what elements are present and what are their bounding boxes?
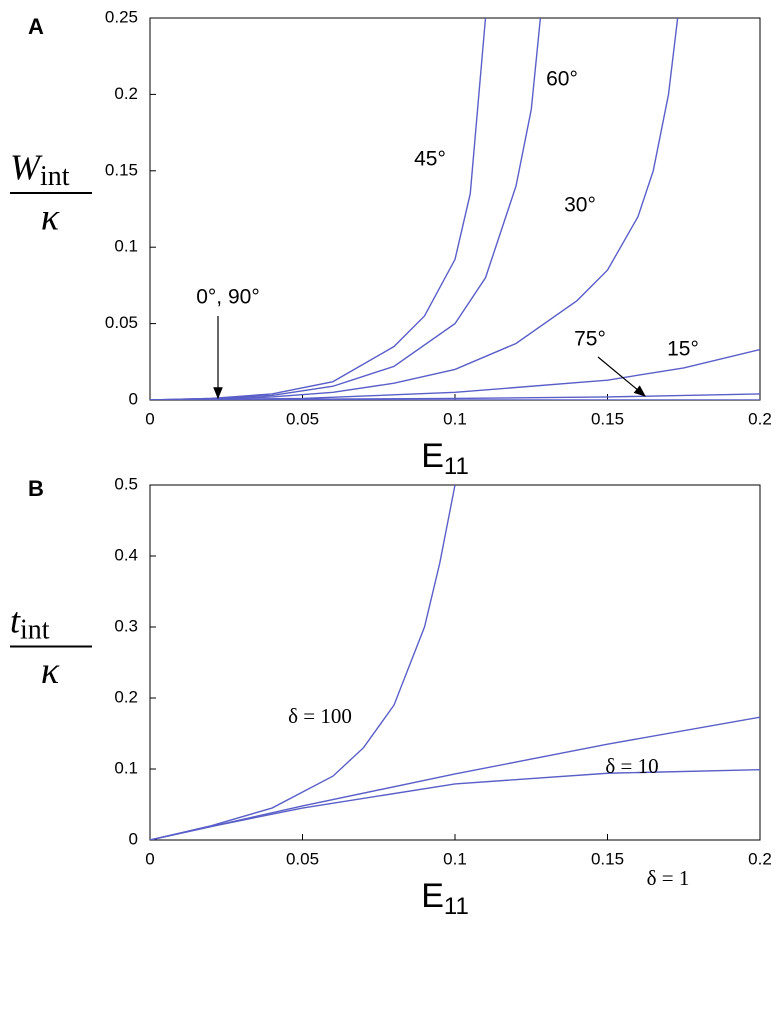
series-line [150, 769, 760, 840]
label-arrow [597, 356, 646, 397]
y-tick-label: 0.25 [105, 7, 138, 26]
series-label: 45° [414, 148, 446, 171]
x-label-sub: 11 [444, 453, 469, 480]
series-label: 60° [546, 68, 578, 91]
series-line [150, 18, 542, 400]
y-label-main: t [10, 601, 21, 641]
series-line [150, 18, 487, 400]
y-tick-label: 0.3 [114, 616, 138, 635]
x-label-main: E [421, 437, 444, 475]
plot-frame [149, 484, 761, 841]
series-line [150, 393, 760, 400]
y-axis-label-denominator: κ [41, 197, 60, 239]
y-label-main: W [10, 147, 43, 187]
series-label: δ = 100 [288, 704, 352, 728]
x-label-sub: 11 [444, 893, 469, 920]
x-tick-label: 0.15 [591, 409, 624, 428]
x-axis-label: E11 [421, 437, 469, 480]
x-tick-label: 0 [145, 409, 154, 428]
series-label: δ = 1 [647, 866, 690, 890]
y-tick-label: 0.05 [105, 313, 138, 332]
x-tick-label: 0 [145, 849, 154, 868]
y-tick-label: 0.2 [114, 84, 138, 103]
x-label-main: E [421, 877, 444, 915]
series-label: 75° [574, 328, 606, 351]
plot-lines [150, 485, 760, 840]
x-tick-label: 0.15 [591, 849, 624, 868]
y-tick-label: 0.5 [114, 474, 138, 493]
panel-letter: A [28, 14, 44, 39]
x-tick-label: 0.1 [443, 409, 467, 428]
x-tick-label: 0.2 [748, 409, 772, 428]
y-tick-label: 0.4 [114, 545, 138, 564]
panel-letter: B [28, 476, 44, 501]
y-tick-label: 0.2 [114, 687, 138, 706]
x-tick-label: 0.05 [286, 409, 319, 428]
y-tick-label: 0.1 [114, 758, 138, 777]
x-axis-label: E11 [421, 877, 469, 920]
series-label: 15° [667, 338, 699, 361]
series-label: δ = 10 [605, 754, 658, 778]
x-tick-label: 0.1 [443, 849, 467, 868]
x-tick-label: 0.05 [286, 849, 319, 868]
series-label: 30° [564, 194, 596, 217]
series-line [150, 18, 679, 400]
y-tick-label: 0 [129, 389, 138, 408]
y-label-sub: int [20, 615, 50, 646]
plot-lines [150, 18, 760, 400]
x-tick-label: 0.2 [748, 849, 772, 868]
y-tick-label: 0.1 [114, 237, 138, 256]
y-label-sub: int [40, 161, 70, 192]
y-tick-label: 0.15 [105, 160, 138, 179]
y-tick-label: 0 [129, 829, 138, 848]
y-axis-label: Wint [10, 147, 70, 192]
y-axis-label: tint [10, 601, 50, 646]
y-axis-label-denominator: κ [41, 650, 60, 692]
series-label: 0°, 90° [196, 286, 260, 309]
series-line [150, 485, 456, 840]
series-line [150, 716, 760, 840]
